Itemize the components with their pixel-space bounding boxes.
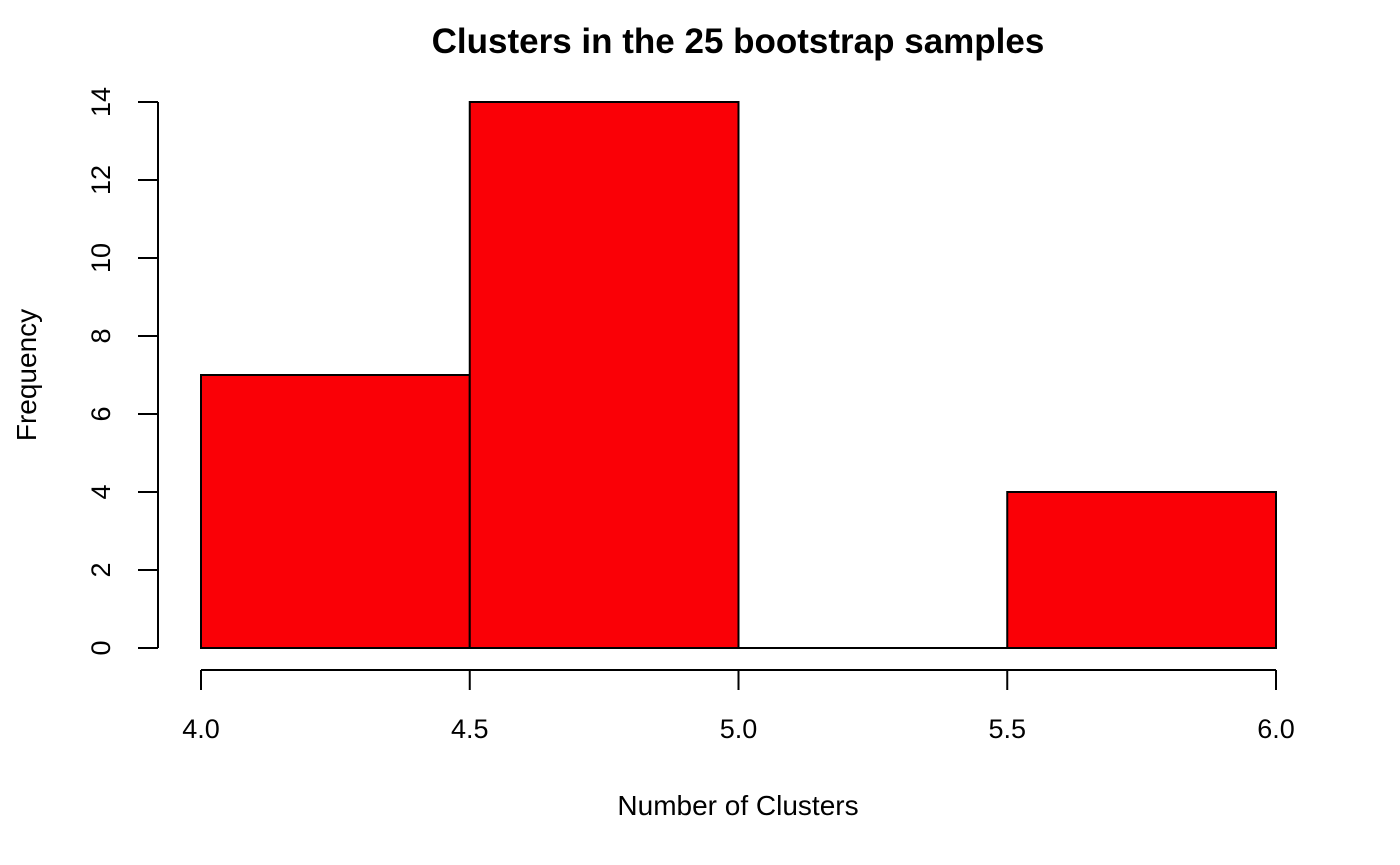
histogram-bar-3 — [1006, 491, 1277, 649]
x-tick-label: 5.5 — [988, 714, 1026, 744]
histogram-bar-1 — [468, 101, 740, 649]
bars-group — [200, 101, 1277, 649]
y-axis: 0 2 4 6 8 10 12 14 — [86, 87, 159, 656]
histogram-bar-0 — [200, 374, 471, 649]
x-tick-label: 5.0 — [720, 714, 758, 744]
y-tick-label: 6 — [86, 406, 116, 421]
y-tick-label: 2 — [86, 562, 116, 577]
y-tick-label: 10 — [86, 243, 116, 273]
chart-title: Clusters in the 25 bootstrap samples — [432, 22, 1045, 61]
x-axis: 4.0 4.5 5.0 5.5 6.0 — [182, 669, 1295, 744]
y-tick-label: 4 — [86, 484, 116, 499]
y-tick-label: 8 — [86, 328, 116, 343]
y-axis-label: Frequency — [11, 309, 42, 441]
x-tick-label: 6.0 — [1257, 714, 1295, 744]
x-tick-label: 4.0 — [182, 714, 220, 744]
y-tick-label: 12 — [86, 165, 116, 195]
y-tick-label: 14 — [86, 87, 116, 117]
y-tick-label: 0 — [86, 640, 116, 655]
x-axis-label: Number of Clusters — [617, 790, 858, 821]
x-tick-label: 4.5 — [451, 714, 489, 744]
